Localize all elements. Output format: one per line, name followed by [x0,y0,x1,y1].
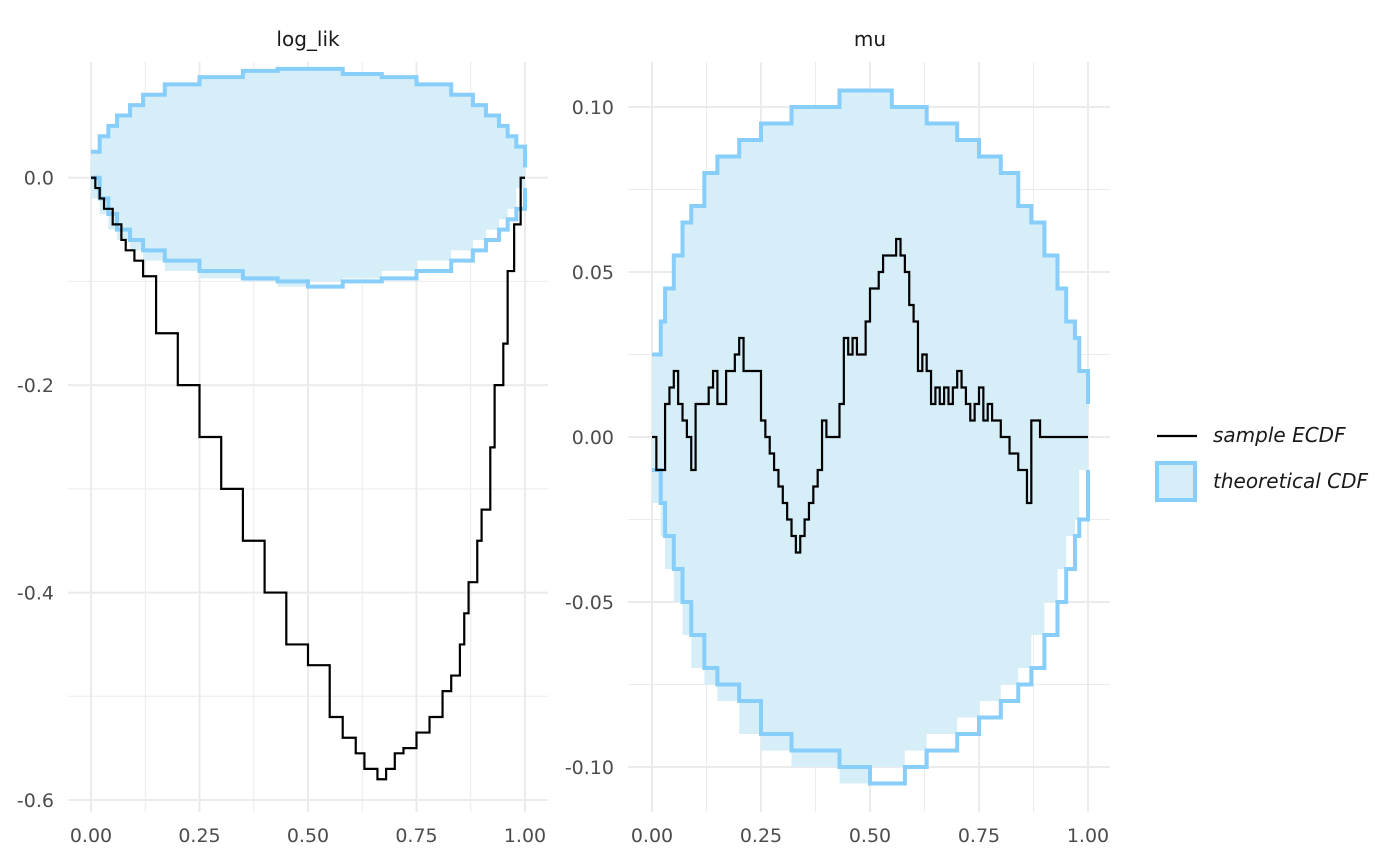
legend-key-fill [1155,461,1197,502]
y-tick-label: 0.10 [572,97,614,119]
legend-label-theoretical-cdf: theoretical CDF [1213,469,1369,493]
confidence-band-upper [91,66,527,168]
panel-log-lik: log_lik 0.00 0.25 0.50 0.75 1.00 0.0 -0.2 -0.4… [17,27,548,847]
facet-title-log-lik: log_lik [276,27,340,51]
facet-title-mu: mu [854,27,886,51]
legend-label-sample-ecdf: sample ECDF [1213,423,1346,447]
x-tick-label: 0.25 [740,825,782,847]
confidence-band-fill [652,90,1088,784]
y-tick-label: -0.10 [565,757,614,779]
ecdf-line-mu [652,237,1088,554]
y-tick-label: -0.05 [565,592,614,614]
sample-ecdf-line [91,176,525,781]
x-tick-label: 0.00 [70,825,112,847]
y-tick-label: -0.2 [17,375,54,397]
confidence-band-upper [652,88,1090,404]
band-mu [652,88,1090,786]
y-tick-label: -0.4 [17,583,54,605]
y-ticks-mu: 0.10 0.05 0.00 -0.05 -0.10 [565,97,614,779]
x-tick-label: 0.00 [631,825,673,847]
legend: sample ECDF theoretical CDF [1155,423,1369,502]
legend-item-theoretical-cdf: theoretical CDF [1155,461,1369,502]
x-tick-label: 0.25 [178,825,220,847]
y-tick-label: -0.6 [17,790,54,812]
x-ticks-mu: 0.00 0.25 0.50 0.75 1.00 [631,825,1109,847]
x-tick-label: 1.00 [1067,825,1109,847]
x-ticks-log-lik: 0.00 0.25 0.50 0.75 1.00 [70,825,546,847]
y-tick-label: 0.05 [572,262,614,284]
x-tick-label: 0.50 [287,825,329,847]
x-tick-label: 0.50 [849,825,891,847]
x-tick-label: 0.75 [395,825,437,847]
y-tick-label: 0.0 [24,168,54,190]
y-ticks-log-lik: 0.0 -0.2 -0.4 -0.6 [17,168,54,812]
panel-mu: mu 0.00 0.25 0.50 0.75 1.00 0.10 0.05 0.00 -0.0… [565,27,1110,847]
confidence-band-lower [91,175,527,289]
confidence-band-lower [652,468,1090,786]
x-tick-label: 0.75 [958,825,1000,847]
confidence-band-fill [91,68,525,287]
x-tick-label: 1.00 [504,825,546,847]
sample-ecdf-line [652,237,1088,554]
y-tick-label: 0.00 [572,427,614,449]
legend-item-sample-ecdf: sample ECDF [1157,423,1346,447]
ecdf-line-log-lik [91,176,525,781]
band-log-lik [91,66,527,289]
